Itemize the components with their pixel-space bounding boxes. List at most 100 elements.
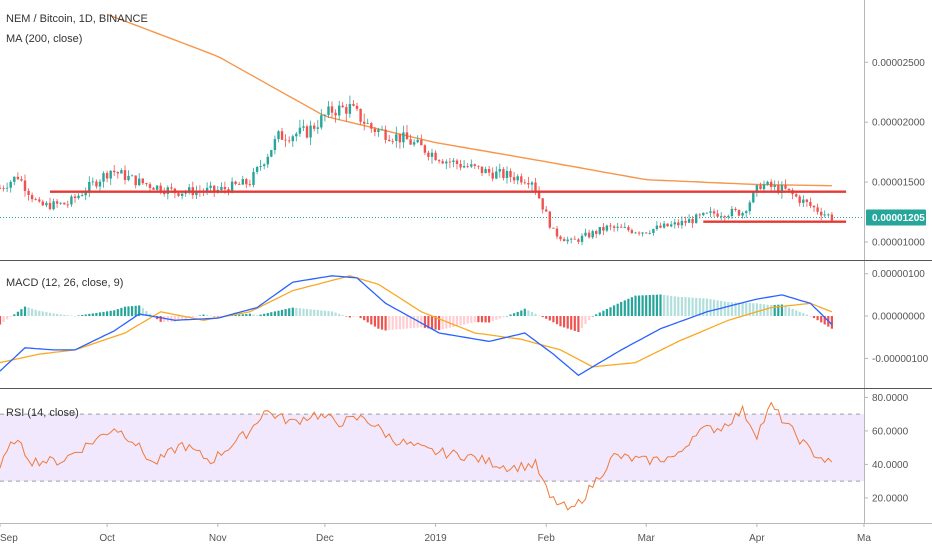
- candle: [784, 179, 787, 190]
- macd-histogram-bar: [588, 316, 591, 320]
- macd-histogram-bar: [484, 316, 487, 323]
- macd-histogram-bar: [613, 305, 616, 316]
- candle: [395, 126, 398, 148]
- macd-histogram-bar: [70, 315, 73, 317]
- macd-histogram-bar: [666, 295, 669, 316]
- rsi-pane[interactable]: [0, 401, 864, 511]
- candle: [73, 194, 77, 203]
- macd-histogram-bar: [91, 313, 94, 316]
- axis-tick-label: 20.0000: [872, 493, 909, 504]
- candle: [620, 223, 623, 228]
- macd-histogram-bar: [13, 314, 16, 317]
- macd-histogram-bar: [59, 314, 62, 316]
- macd-histogram-bar: [31, 308, 34, 317]
- macd-histogram-bar: [209, 315, 212, 317]
- macd-histogram-bar: [516, 311, 519, 317]
- candle: [687, 214, 691, 223]
- macd-histogram-bar: [798, 311, 801, 316]
- axis-tick-label: 60.0000: [872, 426, 909, 437]
- candle: [45, 201, 48, 208]
- macd-histogram-bar: [402, 316, 405, 329]
- macd-histogram-bar: [302, 308, 305, 316]
- macd-histogram-bar: [659, 294, 662, 316]
- macd-histogram-bar: [777, 304, 780, 316]
- macd-histogram-bar: [398, 316, 401, 330]
- candle: [730, 206, 734, 219]
- candle: [116, 171, 119, 179]
- candle: [373, 126, 377, 137]
- ma-legend[interactable]: MA (200, close): [6, 33, 82, 45]
- macd-histogram-bar: [338, 313, 341, 317]
- candle: [263, 163, 266, 170]
- macd-histogram-bar: [552, 316, 555, 323]
- rsi-line: [0, 401, 833, 511]
- macd-histogram-bar: [98, 312, 102, 317]
- macd-histogram-bar: [559, 316, 562, 327]
- macd-histogram-bar: [623, 300, 626, 317]
- macd-histogram-bar: [523, 308, 526, 316]
- candle: [134, 175, 137, 189]
- candle: [530, 181, 534, 191]
- macd-histogram-bar: [555, 316, 559, 325]
- macd-histogram-bar: [234, 315, 237, 317]
- macd-histogram-bar: [577, 316, 580, 332]
- macd-histogram-bar: [6, 316, 9, 320]
- macd-legend[interactable]: MACD (12, 26, close, 9): [6, 277, 123, 289]
- candle: [587, 229, 591, 239]
- macd-histogram-bar: [184, 316, 187, 319]
- candle: [273, 135, 277, 155]
- macd-histogram-bar: [284, 309, 287, 316]
- candle: [762, 180, 766, 192]
- candle: [659, 222, 662, 229]
- macd-histogram-bar: [352, 316, 355, 317]
- macd-histogram-bar: [280, 309, 284, 316]
- candle: [748, 200, 751, 215]
- time-tick-label: Nov: [209, 533, 227, 544]
- support-lines[interactable]: [50, 190, 847, 223]
- macd-histogram-bar: [384, 316, 387, 331]
- candle: [798, 194, 801, 207]
- macd-histogram-bar: [498, 316, 501, 319]
- macd-histogram-bar: [809, 316, 812, 317]
- macd-histogram-bar: [448, 316, 451, 328]
- macd-histogram-bar: [423, 316, 426, 328]
- candle: [466, 163, 469, 169]
- macd-histogram-bar: [309, 309, 312, 316]
- candle: [298, 119, 302, 137]
- macd-histogram-bar: [198, 315, 201, 316]
- candle: [9, 180, 12, 193]
- macd-histogram-bar: [466, 316, 469, 324]
- rsi-legend[interactable]: RSI (14, close): [6, 407, 79, 419]
- macd-histogram-bar: [334, 312, 337, 316]
- macd-histogram-bar: [791, 308, 794, 316]
- candle: [430, 148, 434, 164]
- macd-histogram-bar: [88, 313, 91, 316]
- candle: [577, 238, 580, 244]
- macd-histogram-bar: [734, 302, 737, 316]
- candle: [487, 166, 491, 177]
- candle: [745, 210, 748, 218]
- macd-histogram-bar: [27, 307, 30, 316]
- macd-pane[interactable]: [0, 275, 833, 377]
- candle: [23, 174, 27, 197]
- macd-histogram-bar: [77, 315, 80, 316]
- macd-histogram-bar: [270, 312, 273, 316]
- candle: [695, 213, 698, 224]
- last-price-tag-bg: [866, 209, 926, 226]
- candle: [773, 180, 776, 192]
- time-tick-label: Apr: [749, 533, 765, 544]
- macd-histogram-bar: [702, 298, 705, 316]
- macd-histogram-bar: [298, 308, 301, 317]
- candle: [127, 170, 130, 182]
- price-pane[interactable]: [0, 13, 864, 246]
- candle: [580, 233, 584, 246]
- ma200-line: [106, 13, 832, 187]
- candle: [48, 197, 52, 211]
- candle: [70, 194, 73, 207]
- macd-histogram-bar: [513, 313, 516, 316]
- macd-histogram-bar: [213, 316, 216, 317]
- symbol-legend[interactable]: NEM / Bitcoin, 1D, BINANCE: [6, 13, 148, 25]
- macd-histogram-bar: [216, 316, 219, 317]
- macd-histogram-bar: [23, 306, 27, 316]
